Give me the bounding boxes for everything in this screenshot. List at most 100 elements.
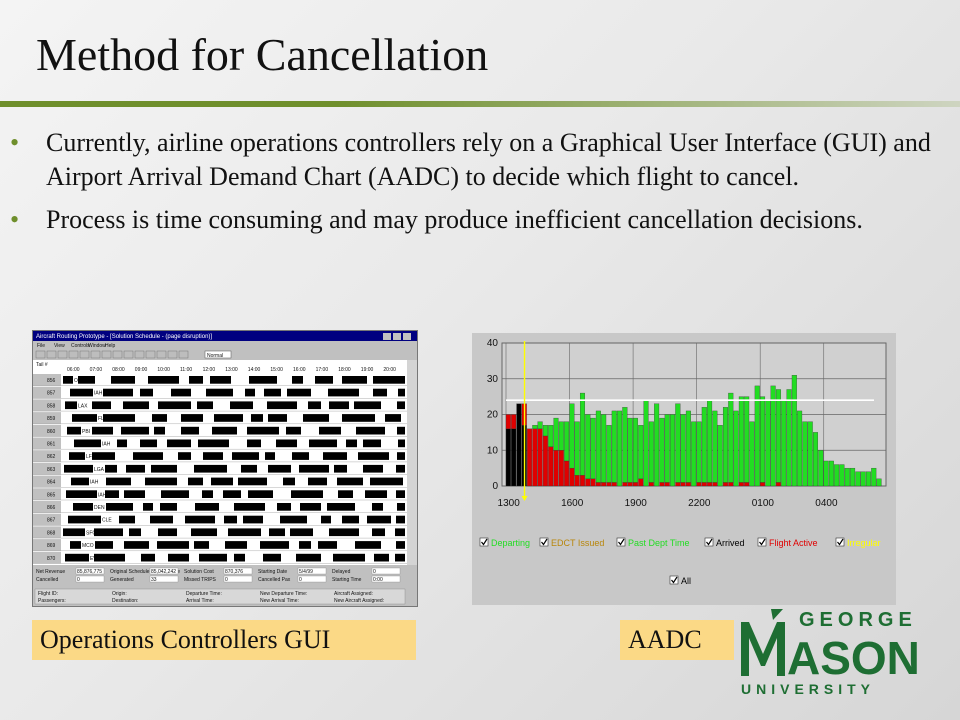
flight-bar[interactable] <box>363 439 381 448</box>
flight-bar[interactable] <box>68 515 101 524</box>
flight-bar[interactable] <box>247 439 261 448</box>
flight-bar[interactable] <box>318 541 337 549</box>
flight-bar[interactable] <box>225 541 247 549</box>
flight-bar[interactable] <box>232 452 259 460</box>
flight-bar[interactable] <box>92 401 111 410</box>
flight-bar[interactable] <box>397 503 405 511</box>
flight-bar[interactable] <box>181 426 199 435</box>
flight-bar[interactable] <box>167 439 191 448</box>
legend-checkbox[interactable] <box>757 537 767 547</box>
flight-bar[interactable] <box>260 541 289 549</box>
toolbar-button[interactable] <box>46 350 57 359</box>
toolbar-button[interactable] <box>101 350 112 359</box>
flight-bar[interactable] <box>129 528 141 537</box>
flight-bar[interactable] <box>354 401 381 410</box>
flight-bar[interactable] <box>168 553 189 562</box>
flight-bar[interactable] <box>214 414 243 422</box>
legend-checkbox[interactable] <box>539 537 549 547</box>
flight-bar[interactable] <box>299 464 329 473</box>
flight-bar[interactable] <box>67 426 81 435</box>
flight-bar[interactable] <box>158 401 191 410</box>
flight-bar[interactable] <box>203 452 223 460</box>
flight-bar[interactable] <box>161 490 189 498</box>
menu-item[interactable]: Controls <box>71 343 90 349</box>
flight-bar[interactable] <box>342 515 359 524</box>
flight-bar[interactable] <box>78 376 95 384</box>
menu-item[interactable]: Help <box>105 343 116 349</box>
toolbar-button[interactable] <box>35 350 46 359</box>
flight-bar[interactable] <box>160 503 177 511</box>
toolbar-button[interactable] <box>90 350 101 359</box>
flight-bar[interactable] <box>74 439 101 448</box>
flight-bar[interactable] <box>154 426 165 435</box>
legend-checkbox-all[interactable] <box>669 575 679 585</box>
flight-bar[interactable] <box>181 414 203 422</box>
flight-bar[interactable] <box>140 439 157 448</box>
toolbar-button[interactable] <box>79 350 90 359</box>
flight-bar[interactable] <box>355 541 381 549</box>
flight-bar[interactable] <box>277 503 291 511</box>
flight-bar[interactable] <box>291 490 323 498</box>
legend-checkbox[interactable] <box>704 537 714 547</box>
flight-bar[interactable] <box>148 376 179 384</box>
flight-bar[interactable] <box>158 528 177 537</box>
flight-bar[interactable] <box>230 401 253 410</box>
flight-bar[interactable] <box>70 388 93 397</box>
flight-bar[interactable] <box>290 528 313 537</box>
flight-bar[interactable] <box>152 414 167 422</box>
flight-bar[interactable] <box>328 388 359 397</box>
flight-bar[interactable] <box>323 452 347 460</box>
flight-bar[interactable] <box>249 376 277 384</box>
flight-bar[interactable] <box>299 541 311 549</box>
flight-bar[interactable] <box>92 452 115 460</box>
flight-bar[interactable] <box>150 515 173 524</box>
flight-bar[interactable] <box>121 426 149 435</box>
flight-bar[interactable] <box>342 414 375 422</box>
legend-checkbox[interactable] <box>835 537 845 547</box>
flight-bar[interactable] <box>367 515 391 524</box>
flight-bar[interactable] <box>95 541 113 549</box>
flight-bar[interactable] <box>171 388 191 397</box>
toolbar-button[interactable] <box>167 350 178 359</box>
toolbar-button[interactable] <box>112 350 123 359</box>
flight-bar[interactable] <box>92 426 113 435</box>
flight-bar[interactable] <box>397 401 405 410</box>
flight-bar[interactable] <box>247 426 279 435</box>
flight-bar[interactable] <box>202 490 213 498</box>
flight-bar[interactable] <box>224 515 237 524</box>
flight-bar[interactable] <box>358 452 389 460</box>
flight-bar[interactable] <box>157 541 189 549</box>
flight-bar[interactable] <box>267 401 297 410</box>
flight-bar[interactable] <box>397 452 405 460</box>
flight-bar[interactable] <box>300 503 321 511</box>
flight-bar[interactable] <box>105 464 117 473</box>
flight-bar[interactable] <box>64 464 93 473</box>
flight-bar[interactable] <box>333 553 365 562</box>
flight-bar[interactable] <box>223 490 241 498</box>
flight-bar[interactable] <box>228 528 261 537</box>
flight-bar[interactable] <box>373 388 387 397</box>
flight-bar[interactable] <box>124 541 149 549</box>
flight-bar[interactable] <box>234 553 245 562</box>
flight-bar[interactable] <box>66 490 97 498</box>
flight-bar[interactable] <box>210 376 231 384</box>
flight-bar[interactable] <box>264 388 281 397</box>
flight-bar[interactable] <box>243 515 263 524</box>
flight-bar[interactable] <box>238 477 267 486</box>
gui-vertical-scrollbar[interactable] <box>407 360 417 565</box>
toolbar-button[interactable] <box>68 350 79 359</box>
flight-bar[interactable] <box>329 528 359 537</box>
maximize-button[interactable] <box>393 333 401 340</box>
menu-item[interactable]: Window <box>88 343 106 349</box>
menu-item[interactable]: File <box>37 343 45 349</box>
flight-bar[interactable] <box>189 376 203 384</box>
flight-bar[interactable] <box>194 541 209 549</box>
flight-bar[interactable] <box>396 515 405 524</box>
flight-bar[interactable] <box>268 464 291 473</box>
flight-bar[interactable] <box>398 388 405 397</box>
flight-bar[interactable] <box>296 553 321 562</box>
flight-bar[interactable] <box>145 477 177 486</box>
flight-bar[interactable] <box>124 490 145 498</box>
flight-bar[interactable] <box>69 452 85 460</box>
flight-bar[interactable] <box>199 553 227 562</box>
